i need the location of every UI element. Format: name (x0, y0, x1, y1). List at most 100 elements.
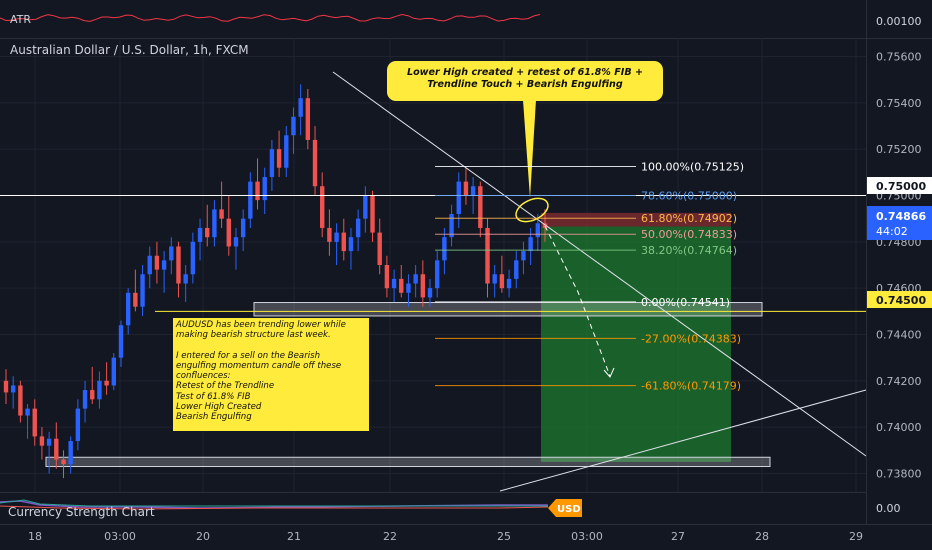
candle-body (427, 288, 433, 298)
candle (427, 278, 433, 307)
candle (3, 369, 9, 404)
candle-body (463, 181, 469, 196)
candle (226, 195, 231, 256)
candle (147, 246, 152, 289)
candle (492, 265, 497, 298)
time-tick-label: 22 (383, 530, 397, 543)
candle (61, 450, 66, 479)
stop-zone (541, 212, 731, 227)
candle-body (61, 459, 66, 465)
usd-badge: USD (548, 499, 582, 517)
last-price-value: 0.74866 (876, 210, 926, 223)
support-zone (253, 302, 763, 317)
candle-body (54, 438, 59, 460)
candle-body (39, 436, 45, 446)
candle-body (449, 214, 454, 238)
candle (363, 186, 368, 233)
candle (240, 209, 246, 252)
fib-label: 61.80%(0.74902) (641, 212, 737, 225)
level-badge-lower-value: 0.74500 (876, 294, 926, 307)
trendline-down (332, 71, 867, 457)
candle (377, 218, 382, 275)
strength-value: 0.00 (876, 502, 901, 515)
candle-body (133, 292, 138, 307)
candle-body (348, 237, 354, 252)
time-tick-label: 03:00 (571, 530, 603, 543)
candle-body (413, 274, 418, 284)
candle (262, 167, 267, 215)
note-line: Retest of the Trendline (176, 381, 275, 392)
price-axis[interactable]: 0.756000.754000.752000.750000.748000.746… (876, 51, 922, 481)
candle (542, 209, 548, 242)
time-tick-label: 03:00 (104, 530, 136, 543)
candle-body (75, 408, 81, 442)
candle (125, 288, 131, 335)
time-axis[interactable]: 18 03:00 20 21 22 25 03:00 27 28 29 (28, 530, 863, 543)
candle (312, 126, 318, 196)
strength-label: Currency Strength Chart (8, 505, 155, 519)
candle (370, 190, 375, 242)
candle (97, 371, 102, 409)
candle-body (320, 186, 325, 228)
candle-body (284, 135, 289, 168)
note-line: Test of 61.8% FIB (176, 391, 251, 402)
candle (399, 265, 404, 298)
candle-body (25, 408, 30, 416)
chart-title: Australian Dollar / U.S. Dollar, 1h, FXC… (10, 43, 249, 57)
last-price-badge: 0.74866 44:02 (867, 206, 932, 240)
projection-path (544, 225, 611, 377)
candle (269, 139, 275, 191)
time-tick-label: 25 (497, 530, 511, 543)
candle-body (341, 232, 346, 252)
candle (176, 241, 181, 298)
projection-arrowhead (603, 367, 615, 378)
highlight-ellipse (515, 197, 549, 223)
candle-body (118, 325, 124, 358)
candle (118, 320, 124, 367)
atr-label: ATR (10, 13, 31, 26)
candle-body (456, 181, 461, 215)
candle-body (219, 209, 224, 219)
candle (478, 181, 483, 238)
candle-body (399, 278, 404, 293)
candle-body (521, 251, 526, 261)
candle-body (248, 181, 253, 219)
grid-lines (0, 38, 866, 492)
candle (90, 366, 95, 404)
time-tick-label: 20 (196, 530, 210, 543)
candle (18, 380, 23, 423)
price-tick-label: 0.74200 (876, 375, 922, 388)
candle-body (470, 186, 476, 196)
candle (327, 209, 332, 256)
candle-body (363, 195, 368, 219)
candle (161, 251, 167, 293)
level-badge-upper-value: 0.75000 (876, 180, 926, 193)
candle-body (312, 139, 318, 187)
candle-body (154, 255, 160, 270)
candle-body (90, 390, 95, 400)
candle (420, 260, 426, 307)
candle-body (514, 260, 519, 279)
candle-body (334, 232, 339, 242)
usd-badge-label: USD (557, 504, 581, 515)
candle-body (147, 255, 152, 275)
analysis-note: AUDUSD has been trending lower while mak… (173, 318, 369, 431)
note-line: Lower High Created (176, 402, 262, 413)
candle-body (442, 237, 447, 261)
candle-body (140, 274, 145, 307)
price-tick-label: 0.73800 (876, 467, 922, 480)
candle-body (478, 186, 483, 228)
fib-label: 78.60%(0.75000) (641, 190, 737, 203)
candle (197, 218, 203, 261)
price-tick-label: 0.75600 (876, 51, 922, 64)
price-tick-label: 0.74400 (876, 328, 922, 341)
candle-body (291, 116, 296, 136)
candle (291, 107, 296, 154)
fib-levels: 100.00%(0.75125) 78.60%(0.75000) 61.80%(0.… (435, 161, 744, 393)
candle-body (226, 218, 231, 247)
fib-label: 0.00%(0.74541) (641, 296, 730, 309)
fib-label: 50.00%(0.74833) (641, 228, 737, 241)
candle-body (391, 278, 397, 289)
support-zone (45, 456, 771, 468)
